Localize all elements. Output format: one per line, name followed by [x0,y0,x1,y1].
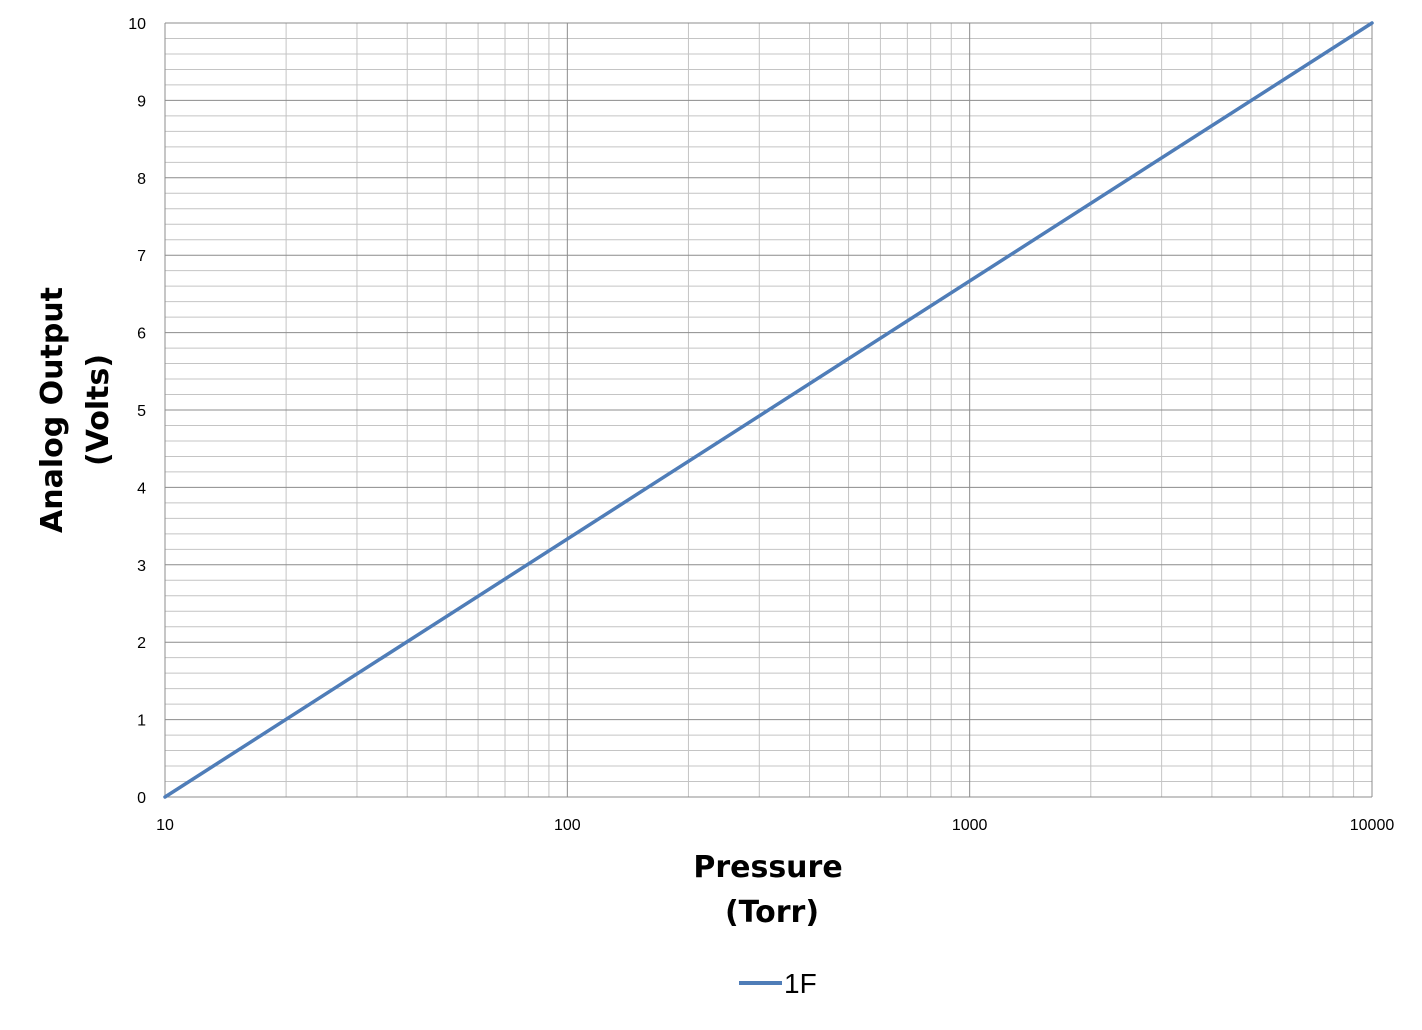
y-tick-label: 7 [137,248,146,265]
y-tick-label: 2 [137,635,146,652]
series-layer [163,21,1374,799]
y-tick-labels: 0 1 2 3 4 5 6 7 8 9 10 [128,16,146,807]
x-tick-labels: 10 100 1000 10000 [156,817,1394,834]
x-tick-label: 10 [156,817,174,834]
legend-label-1f: 1F [784,968,817,999]
legend: 1F [739,968,817,999]
x-tick-label: 100 [554,817,581,834]
x-tick-label: 10000 [1350,817,1395,834]
x-axis-title-line2: (Torr) [725,895,819,930]
y-tick-label: 3 [137,558,146,575]
x-axis-title-line1: Pressure [693,850,842,885]
y-tick-label: 1 [137,713,146,730]
y-tick-label: 5 [137,403,146,420]
y-axis-title-line2: (Volts) [81,354,116,466]
grid-major [164,22,1373,798]
y-axis-title-line1: Analog Output [35,287,70,533]
y-tick-label: 9 [137,93,146,110]
y-tick-label: 10 [128,16,146,33]
y-tick-label: 8 [137,171,146,188]
y-tick-label: 0 [137,790,146,807]
y-tick-label: 6 [137,326,146,343]
series-line-1f [163,21,1374,799]
y-tick-label: 4 [137,480,146,497]
x-tick-label: 1000 [952,817,988,834]
